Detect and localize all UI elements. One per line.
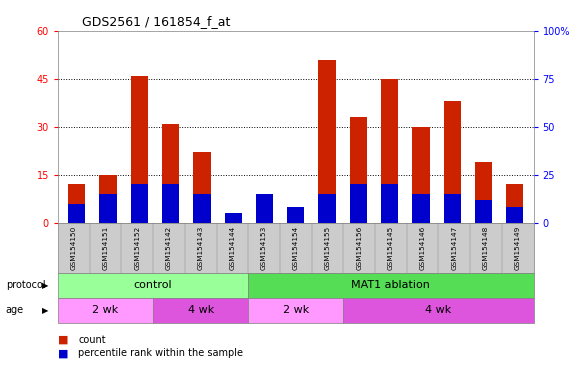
- Bar: [256, 207, 273, 223]
- Text: 2 wk: 2 wk: [282, 305, 309, 315]
- Text: GSM154151: GSM154151: [103, 225, 108, 270]
- Text: GSM154146: GSM154146: [419, 225, 426, 270]
- Text: GSM154148: GSM154148: [483, 225, 489, 270]
- Bar: [99, 175, 117, 223]
- Text: GSM154147: GSM154147: [451, 225, 458, 270]
- Bar: [350, 117, 367, 223]
- Bar: [99, 194, 117, 223]
- Bar: [318, 60, 336, 223]
- Bar: [130, 76, 148, 223]
- Text: GSM154154: GSM154154: [293, 225, 299, 270]
- Text: GSM154149: GSM154149: [514, 225, 521, 270]
- Text: GSM154155: GSM154155: [324, 225, 331, 270]
- Text: GSM154142: GSM154142: [166, 225, 172, 270]
- Bar: [130, 184, 148, 223]
- Text: 4 wk: 4 wk: [187, 305, 214, 315]
- Text: GSM154144: GSM154144: [229, 225, 235, 270]
- Text: count: count: [78, 335, 106, 345]
- Text: 2 wk: 2 wk: [92, 305, 119, 315]
- Text: GSM154156: GSM154156: [356, 225, 362, 270]
- Text: GSM154153: GSM154153: [261, 225, 267, 270]
- Text: protocol: protocol: [6, 280, 45, 290]
- Text: ▶: ▶: [42, 306, 48, 314]
- Text: 4 wk: 4 wk: [425, 305, 452, 315]
- Text: ■: ■: [58, 335, 68, 345]
- Bar: [506, 207, 523, 223]
- Bar: [162, 124, 179, 223]
- Text: ▶: ▶: [42, 281, 48, 290]
- Bar: [444, 101, 461, 223]
- Bar: [68, 184, 85, 223]
- Bar: [68, 204, 85, 223]
- Bar: [381, 184, 398, 223]
- Bar: [224, 213, 242, 223]
- Bar: [193, 152, 211, 223]
- Text: GSM154150: GSM154150: [71, 225, 77, 270]
- Bar: [162, 184, 179, 223]
- Bar: [287, 216, 305, 223]
- Bar: [475, 162, 492, 223]
- Bar: [287, 207, 305, 223]
- Bar: [256, 194, 273, 223]
- Bar: [506, 184, 523, 223]
- Bar: [412, 194, 430, 223]
- Bar: [475, 200, 492, 223]
- Bar: [412, 127, 430, 223]
- Bar: [318, 194, 336, 223]
- Text: GSM154152: GSM154152: [134, 225, 140, 270]
- Text: age: age: [6, 305, 24, 315]
- Text: GSM154143: GSM154143: [198, 225, 204, 270]
- Text: GSM154145: GSM154145: [388, 225, 394, 270]
- Text: percentile rank within the sample: percentile rank within the sample: [78, 348, 243, 358]
- Text: GDS2561 / 161854_f_at: GDS2561 / 161854_f_at: [82, 15, 230, 28]
- Text: ■: ■: [58, 348, 68, 358]
- Text: control: control: [134, 280, 172, 290]
- Bar: [350, 184, 367, 223]
- Bar: [193, 194, 211, 223]
- Bar: [224, 220, 242, 223]
- Bar: [444, 194, 461, 223]
- Text: MAT1 ablation: MAT1 ablation: [351, 280, 430, 290]
- Bar: [381, 79, 398, 223]
